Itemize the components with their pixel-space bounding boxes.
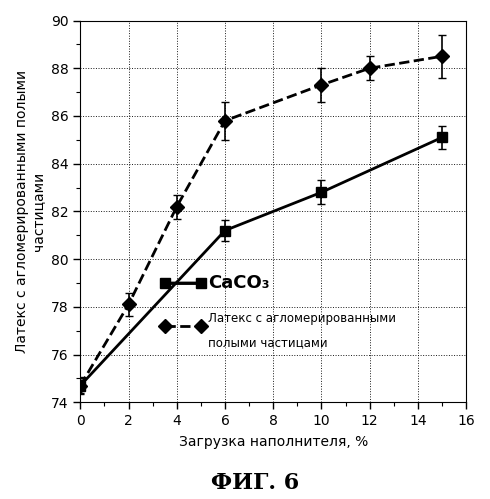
Text: CaCO₃: CaCO₃ — [208, 274, 270, 292]
Text: Латекс с агломерированными: Латекс с агломерированными — [208, 312, 396, 325]
Text: полыми частицами: полыми частицами — [208, 336, 328, 349]
X-axis label: Загрузка наполнителя, %: Загрузка наполнителя, % — [178, 435, 368, 449]
Y-axis label: Латекс с агломерированными полыми
частицами: Латекс с агломерированными полыми частиц… — [15, 70, 45, 353]
Text: ФИГ. 6: ФИГ. 6 — [211, 472, 299, 494]
